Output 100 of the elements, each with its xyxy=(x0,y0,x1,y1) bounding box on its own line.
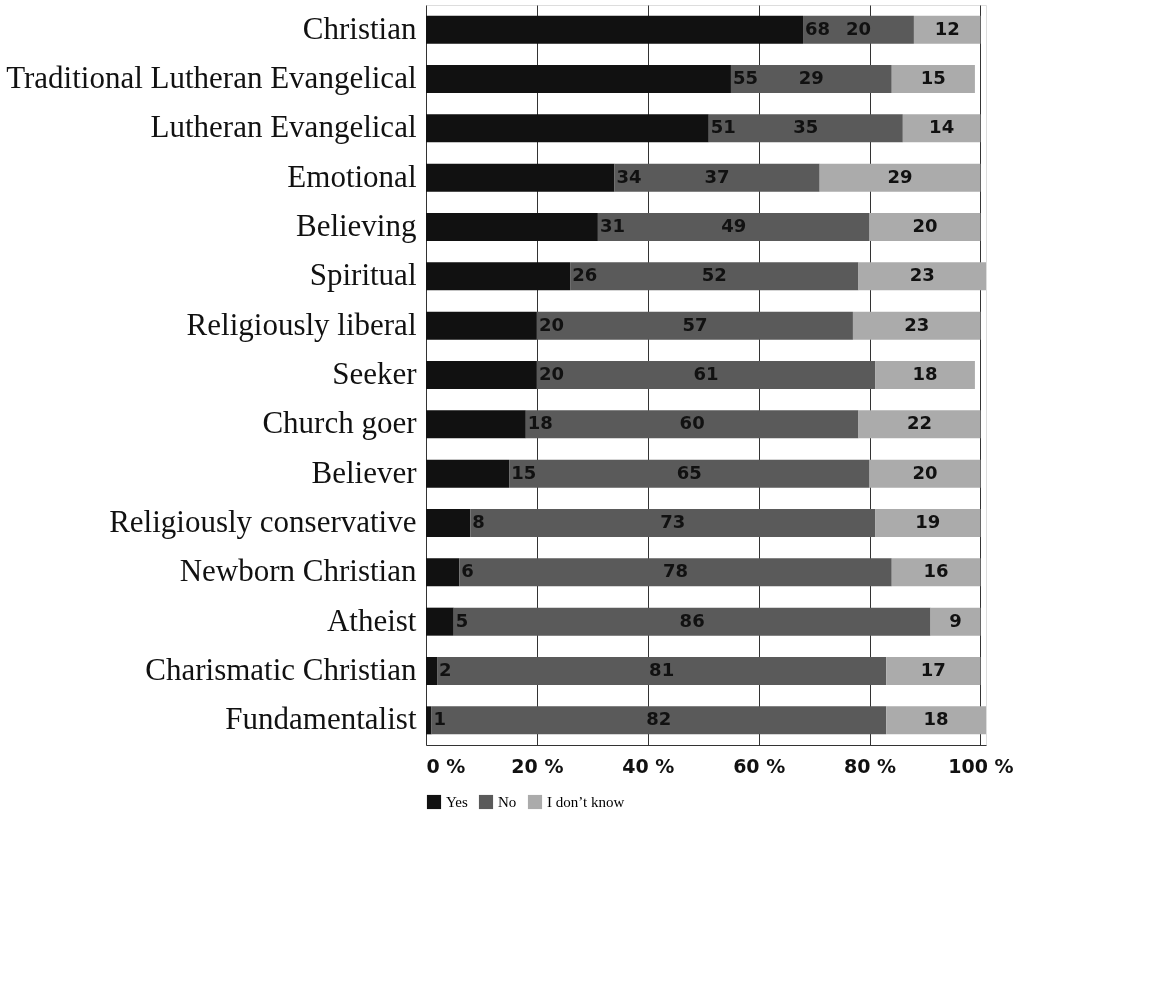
data-label: 57 xyxy=(682,313,708,335)
bar xyxy=(431,706,887,735)
data-label: 6 xyxy=(461,560,474,582)
bar xyxy=(426,706,432,735)
data-label: 17 xyxy=(920,659,946,680)
data-label: 37 xyxy=(704,165,730,187)
data-label: 15 xyxy=(920,67,946,88)
bar xyxy=(536,361,876,389)
data-label: 49 xyxy=(721,215,747,236)
bar xyxy=(536,311,853,340)
x-tick-label: 60 % xyxy=(733,754,786,777)
bar xyxy=(437,657,887,685)
y-tick-label: Charismatic Christian xyxy=(145,652,417,687)
data-label: 18 xyxy=(923,708,949,730)
data-label: 65 xyxy=(676,461,702,483)
data-label: 81 xyxy=(649,659,675,680)
bar xyxy=(930,607,981,636)
bar xyxy=(525,410,859,439)
data-label: 26 xyxy=(572,264,598,286)
bar xyxy=(426,509,471,537)
data-label: 8 xyxy=(472,511,485,532)
data-label: 68 xyxy=(805,17,831,39)
bar xyxy=(426,114,709,143)
y-tick-label: Spiritual xyxy=(309,257,417,293)
data-label: 51 xyxy=(710,116,736,138)
legend-label: Yes xyxy=(446,794,468,810)
bar xyxy=(891,65,975,93)
x-tick-label: 20 % xyxy=(511,754,564,777)
data-label: 23 xyxy=(904,313,930,335)
bar xyxy=(614,163,820,192)
bar xyxy=(459,558,892,587)
data-label: 15 xyxy=(511,461,537,483)
bar xyxy=(819,163,981,192)
y-tick-label: Seeker xyxy=(332,356,418,391)
bar xyxy=(426,410,526,439)
data-label: 9 xyxy=(949,609,962,631)
data-label: 18 xyxy=(912,363,938,384)
data-label: 52 xyxy=(701,264,727,286)
data-label: 16 xyxy=(923,560,949,582)
bar xyxy=(886,706,986,735)
y-tick-label: Believer xyxy=(311,454,418,490)
data-label: 1 xyxy=(433,708,447,730)
bar xyxy=(875,509,981,537)
bar xyxy=(426,163,615,192)
data-label: 22 xyxy=(906,412,932,434)
x-tick-label: 80 % xyxy=(844,754,897,777)
y-tick-label: Newborn Christian xyxy=(179,553,417,589)
data-label: 5 xyxy=(455,609,469,631)
bar xyxy=(453,607,931,636)
bar xyxy=(708,114,903,143)
data-label: 20 xyxy=(912,215,938,236)
y-tick-label: Atheist xyxy=(326,602,417,638)
bar xyxy=(426,657,438,685)
data-label: 73 xyxy=(660,511,686,532)
bar xyxy=(509,459,870,488)
bar xyxy=(852,311,981,340)
y-tick-label: Religiously conservative xyxy=(109,504,417,539)
bar xyxy=(426,311,537,340)
y-tick-label: Church goer xyxy=(262,405,418,441)
bar xyxy=(426,459,510,488)
data-label: 20 xyxy=(845,17,872,39)
bar xyxy=(869,213,981,241)
y-tick-label: Fundamentalist xyxy=(225,701,417,737)
bar xyxy=(875,361,975,389)
bar xyxy=(426,558,460,587)
y-tick-label: Lutheran Evangelical xyxy=(150,109,417,145)
data-label: 18 xyxy=(527,412,553,434)
data-label: 14 xyxy=(929,116,955,138)
data-label: 34 xyxy=(616,165,642,187)
data-label: 60 xyxy=(679,412,705,434)
data-label: 19 xyxy=(915,511,941,532)
bar xyxy=(426,607,454,636)
legend-label: No xyxy=(498,794,517,810)
bar xyxy=(426,361,537,389)
data-label: 86 xyxy=(679,609,705,631)
y-tick-label: Emotional xyxy=(287,158,417,194)
bar xyxy=(858,262,986,291)
data-label: 82 xyxy=(646,708,672,730)
bar xyxy=(426,213,598,241)
bar xyxy=(730,65,892,93)
data-label: 2 xyxy=(439,659,452,680)
data-label: 55 xyxy=(732,67,759,88)
bar xyxy=(891,558,981,587)
bar xyxy=(570,262,859,291)
bar xyxy=(869,459,981,488)
data-label: 12 xyxy=(934,17,960,39)
data-label: 31 xyxy=(599,215,625,236)
x-tick-label: 40 % xyxy=(622,754,675,777)
data-label: 20 xyxy=(538,313,564,335)
bar xyxy=(426,15,804,44)
data-label: 23 xyxy=(909,264,935,286)
data-label: 29 xyxy=(798,67,824,88)
data-label: 20 xyxy=(912,461,938,483)
bar xyxy=(597,213,870,241)
y-tick-label: Religiously liberal xyxy=(186,306,417,342)
x-tick-label: 100 % xyxy=(948,754,1014,777)
bar xyxy=(470,509,876,537)
y-tick-label: Believing xyxy=(295,208,417,243)
y-tick-label: Traditional Lutheran Evangelical xyxy=(6,60,417,95)
data-label: 35 xyxy=(793,116,819,138)
